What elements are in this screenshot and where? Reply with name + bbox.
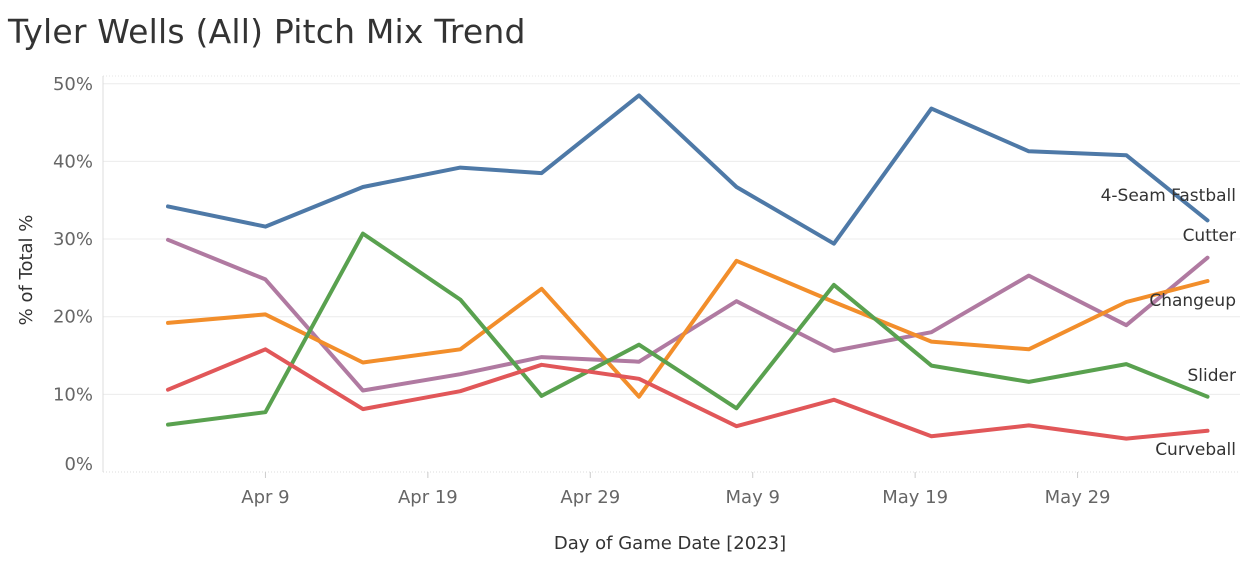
x-axis-ticks: Apr 9 Apr 19 Apr 29 May 9 May 19 May 29 <box>241 472 1110 508</box>
series-line-curveball <box>166 347 1210 441</box>
series-label-curveball: Curveball <box>1155 440 1236 460</box>
grid-lines <box>103 75 1240 473</box>
series-label-4-seam-fastball: 4-Seam Fastball <box>1101 186 1236 206</box>
series-line-cutter <box>166 237 1210 393</box>
x-tick-label: Apr 9 <box>241 487 289 508</box>
x-tick-label: May 29 <box>1045 487 1111 508</box>
x-tick-label: Apr 29 <box>560 487 620 508</box>
y-tick-label: 10% <box>53 384 93 405</box>
series-line-changeup <box>166 258 1210 399</box>
x-tick-label: May 19 <box>882 487 948 508</box>
y-tick-label: 0% <box>64 454 93 475</box>
series-label-changeup: Changeup <box>1149 291 1236 311</box>
y-tick-label: 50% <box>53 74 93 95</box>
x-tick-label: May 9 <box>726 487 780 508</box>
series-line-slider <box>166 231 1210 427</box>
series-lines <box>166 93 1210 441</box>
series-label-slider: Slider <box>1188 366 1236 386</box>
x-axis-title: Day of Game Date [2023] <box>554 533 786 554</box>
chart-title: Tyler Wells (All) Pitch Mix Trend <box>8 12 526 51</box>
y-axis-title: % of Total % <box>16 215 37 326</box>
series-label-cutter: Cutter <box>1183 226 1236 246</box>
series-end-labels: 4-Seam Fastball Cutter Changeup Slider Curve… <box>1101 186 1236 460</box>
series-line-4-seam-fastball <box>166 93 1210 246</box>
x-tick-label: Apr 19 <box>398 487 458 508</box>
y-tick-label: 40% <box>53 151 93 172</box>
y-tick-label: 30% <box>53 229 93 250</box>
y-axis-ticks: 0% 10% 20% 30% 40% 50% <box>53 74 93 475</box>
y-tick-label: 20% <box>53 307 93 328</box>
